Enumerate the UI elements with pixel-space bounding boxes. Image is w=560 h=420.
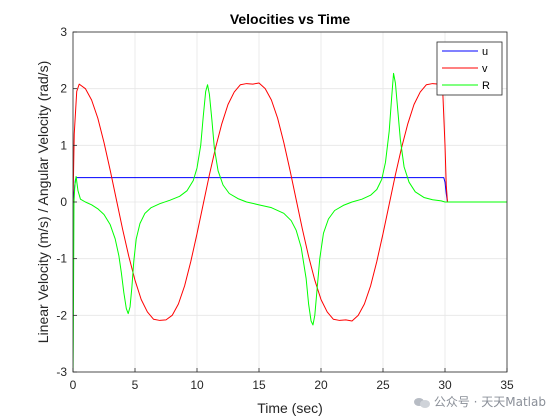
- x-tick-label: 25: [376, 378, 390, 392]
- y-tick-label: 0: [60, 195, 67, 209]
- legend-label-v: v: [482, 63, 488, 75]
- chart-title: Velocities vs Time: [230, 11, 351, 27]
- x-tick-label: 5: [132, 378, 139, 392]
- legend-label-R: R: [482, 80, 490, 92]
- x-tick-label: 15: [252, 378, 266, 392]
- watermark: 公众号 · 天天Matlab: [413, 393, 546, 410]
- ticks: 0 5 10 15 20 25 30 35 -3 -2 -1 0 1 2 3: [56, 25, 514, 392]
- y-tick-label: -1: [56, 252, 67, 266]
- legend: uvR: [436, 41, 503, 96]
- x-tick-label: 20: [314, 378, 328, 392]
- plot-area: [73, 72, 507, 372]
- legend-label-u: u: [482, 46, 488, 58]
- y-tick-label: 3: [60, 25, 67, 39]
- wechat-icon: [413, 396, 430, 408]
- x-tick-label: 35: [500, 378, 514, 392]
- x-tick-label: 30: [438, 378, 452, 392]
- series-group: [73, 72, 507, 372]
- x-tick-label: 0: [70, 378, 77, 392]
- y-axis-label: Linear Velocity (m/s) / Angular Velocity…: [35, 61, 51, 343]
- x-axis-label: Time (sec): [257, 400, 323, 416]
- series-line-R: [73, 72, 507, 372]
- y-tick-label: -3: [56, 365, 67, 379]
- y-tick-label: 2: [60, 82, 67, 96]
- y-tick-label: 1: [60, 138, 67, 152]
- y-tick-label: -2: [56, 308, 67, 322]
- x-tick-label: 10: [190, 378, 204, 392]
- watermark-text: 公众号 · 天天Matlab: [433, 395, 546, 409]
